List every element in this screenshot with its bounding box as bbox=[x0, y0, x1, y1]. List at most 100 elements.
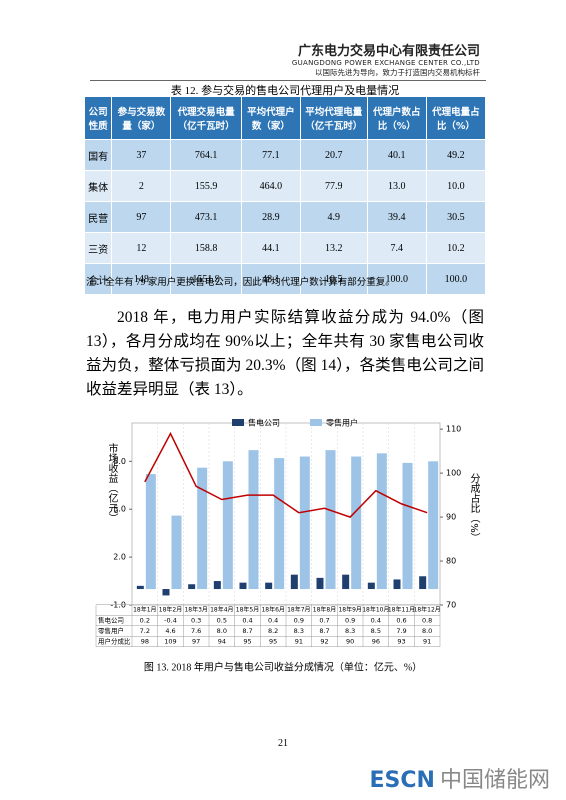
slogan: 以国际先进为导向，致力于打造国内交易机构标杆 bbox=[315, 68, 480, 77]
table-cell: 155.9 bbox=[170, 170, 242, 202]
table-cell: 13.0 bbox=[366, 170, 427, 202]
y-tick-label: 5.0 bbox=[113, 505, 126, 514]
table: 公司性质 参与交易数量（家） 代理交易电量（亿千瓦时） 平均代理户数（家） 平均代理电量… bbox=[83, 96, 487, 295]
y-tick-label: 2.0 bbox=[113, 553, 126, 562]
table-cell: 10.0 bbox=[425, 170, 487, 202]
table-cell: 三资 bbox=[83, 232, 113, 264]
table-cell: 2 bbox=[111, 170, 172, 202]
x-tick-label: 18年11月 bbox=[388, 606, 415, 614]
table-cell: 44.1 bbox=[240, 232, 301, 264]
data-table-row-label: 零售用户 bbox=[98, 626, 124, 635]
y2-tick-label: 110 bbox=[446, 425, 461, 434]
data-label: 4.6 bbox=[165, 627, 175, 635]
bar bbox=[290, 574, 298, 590]
data-label: 7.9 bbox=[396, 627, 406, 635]
data-table-row-label: 售电公司 bbox=[98, 616, 124, 625]
data-label: 8.7 bbox=[242, 627, 252, 635]
table-cell: 10.2 bbox=[425, 232, 487, 264]
bar bbox=[213, 581, 221, 590]
bar bbox=[136, 585, 144, 590]
table-cell: 764.1 bbox=[170, 139, 242, 171]
watermark-site: 中国储能网 bbox=[439, 768, 550, 793]
x-tick-label: 18年2月 bbox=[159, 606, 182, 614]
table-cell: 473.1 bbox=[170, 201, 242, 233]
x-tick-label: 18年3月 bbox=[184, 606, 207, 614]
legend-swatch bbox=[310, 419, 322, 426]
legend-swatch bbox=[232, 419, 244, 426]
watermark: ESCN 中国储能网 bbox=[369, 762, 550, 794]
table-header: 代理户数占比（%） bbox=[366, 96, 427, 140]
x-tick-label: 18年9月 bbox=[338, 606, 361, 614]
data-label: 0.8 bbox=[422, 617, 432, 625]
bar bbox=[351, 456, 362, 590]
table-cell: 7.4 bbox=[366, 232, 427, 264]
table-cell: 10.5 bbox=[299, 263, 368, 295]
x-tick-label: 18年6月 bbox=[261, 606, 284, 614]
bar bbox=[188, 584, 196, 590]
data-label: 96 bbox=[372, 638, 380, 646]
table-cell: 30.5 bbox=[425, 201, 487, 233]
bar bbox=[197, 467, 208, 590]
data-label: 0.7 bbox=[319, 617, 329, 625]
table-note: 注：全年有 79 家用户更换售电公司，因此平均代理户数计算有部分重复。 bbox=[86, 278, 395, 288]
table-row: 民营 97 473.1 28.9 4.9 39.4 30.5 bbox=[83, 201, 487, 233]
line bbox=[144, 431, 428, 518]
data-label: 0.9 bbox=[294, 617, 304, 625]
bar bbox=[342, 574, 350, 590]
data-label: 8.5 bbox=[371, 627, 381, 635]
y2-tick-label: 90 bbox=[446, 513, 456, 522]
table-cell: 28.9 bbox=[240, 201, 301, 233]
table-row: 合计 148 1551.9 48.1 10.5 100.0 100.0 bbox=[83, 263, 487, 295]
x-tick-label: 18年12月 bbox=[414, 606, 441, 614]
data-label: 0.6 bbox=[396, 617, 406, 625]
data-label: 8.2 bbox=[268, 627, 278, 635]
table-header: 平均代理电量（亿千瓦时） bbox=[299, 96, 368, 140]
company-english: GUANGDONG POWER EXCHANGE CENTER CO.,LTD bbox=[291, 59, 480, 67]
data-label: 8.3 bbox=[345, 627, 355, 635]
data-label: 97 bbox=[192, 638, 200, 646]
data-label: 0.4 bbox=[242, 617, 252, 625]
table-cell: 148 bbox=[111, 263, 172, 295]
data-label: 7.6 bbox=[191, 627, 201, 635]
x-tick-label: 18年5月 bbox=[236, 606, 259, 614]
data-label: 94 bbox=[218, 638, 226, 646]
data-label: 0.5 bbox=[217, 617, 227, 625]
bar bbox=[402, 462, 413, 590]
table-cell: 100.0 bbox=[425, 263, 487, 295]
data-label: 8.3 bbox=[294, 627, 304, 635]
table-cell: 40.1 bbox=[366, 139, 427, 171]
y-tick-label: 8.0 bbox=[113, 457, 126, 466]
table-cell: 100.0 bbox=[366, 263, 427, 295]
page-number: 21 bbox=[278, 738, 288, 749]
y2-tick-label: 70 bbox=[446, 601, 456, 610]
data-label: 95 bbox=[243, 638, 251, 646]
table-cell: 集体 bbox=[83, 170, 113, 202]
table-header: 参与交易数量（家） bbox=[111, 96, 172, 140]
data-label: 90 bbox=[346, 638, 354, 646]
y-axis-label: 市场收益（亿元） bbox=[106, 442, 118, 523]
data-label: 0.9 bbox=[345, 617, 355, 625]
table-header: 代理电量占比（%） bbox=[425, 96, 487, 140]
data-label: 93 bbox=[397, 638, 405, 646]
data-label: 95 bbox=[269, 638, 277, 646]
table-header: 平均代理户数（家） bbox=[240, 96, 301, 140]
bar bbox=[325, 450, 336, 590]
data-label: 8.0 bbox=[422, 627, 432, 635]
data-label: 0.3 bbox=[191, 617, 201, 625]
table-cell: 48.1 bbox=[240, 263, 301, 295]
bar bbox=[222, 461, 233, 590]
x-tick-label: 18年8月 bbox=[313, 606, 336, 614]
data-table-row-label: 用户分成比 bbox=[98, 637, 131, 646]
table-cell: 4.9 bbox=[299, 201, 368, 233]
data-label: -0.4 bbox=[164, 617, 177, 625]
table-cell: 77.1 bbox=[240, 139, 301, 171]
header: 广东电力交易中心有限责任公司 GUANGDONG POWER EXCHANGE … bbox=[292, 40, 480, 78]
data-label: 98 bbox=[141, 638, 149, 646]
table-cell: 37 bbox=[111, 139, 172, 171]
bar bbox=[239, 582, 247, 590]
table-cell: 合计 bbox=[83, 263, 113, 295]
table-header: 公司性质 bbox=[83, 96, 113, 140]
table-caption: 表 12. 参与交易的售电公司代理用户及电量情况 bbox=[170, 85, 400, 97]
data-label: 8.7 bbox=[319, 627, 329, 635]
